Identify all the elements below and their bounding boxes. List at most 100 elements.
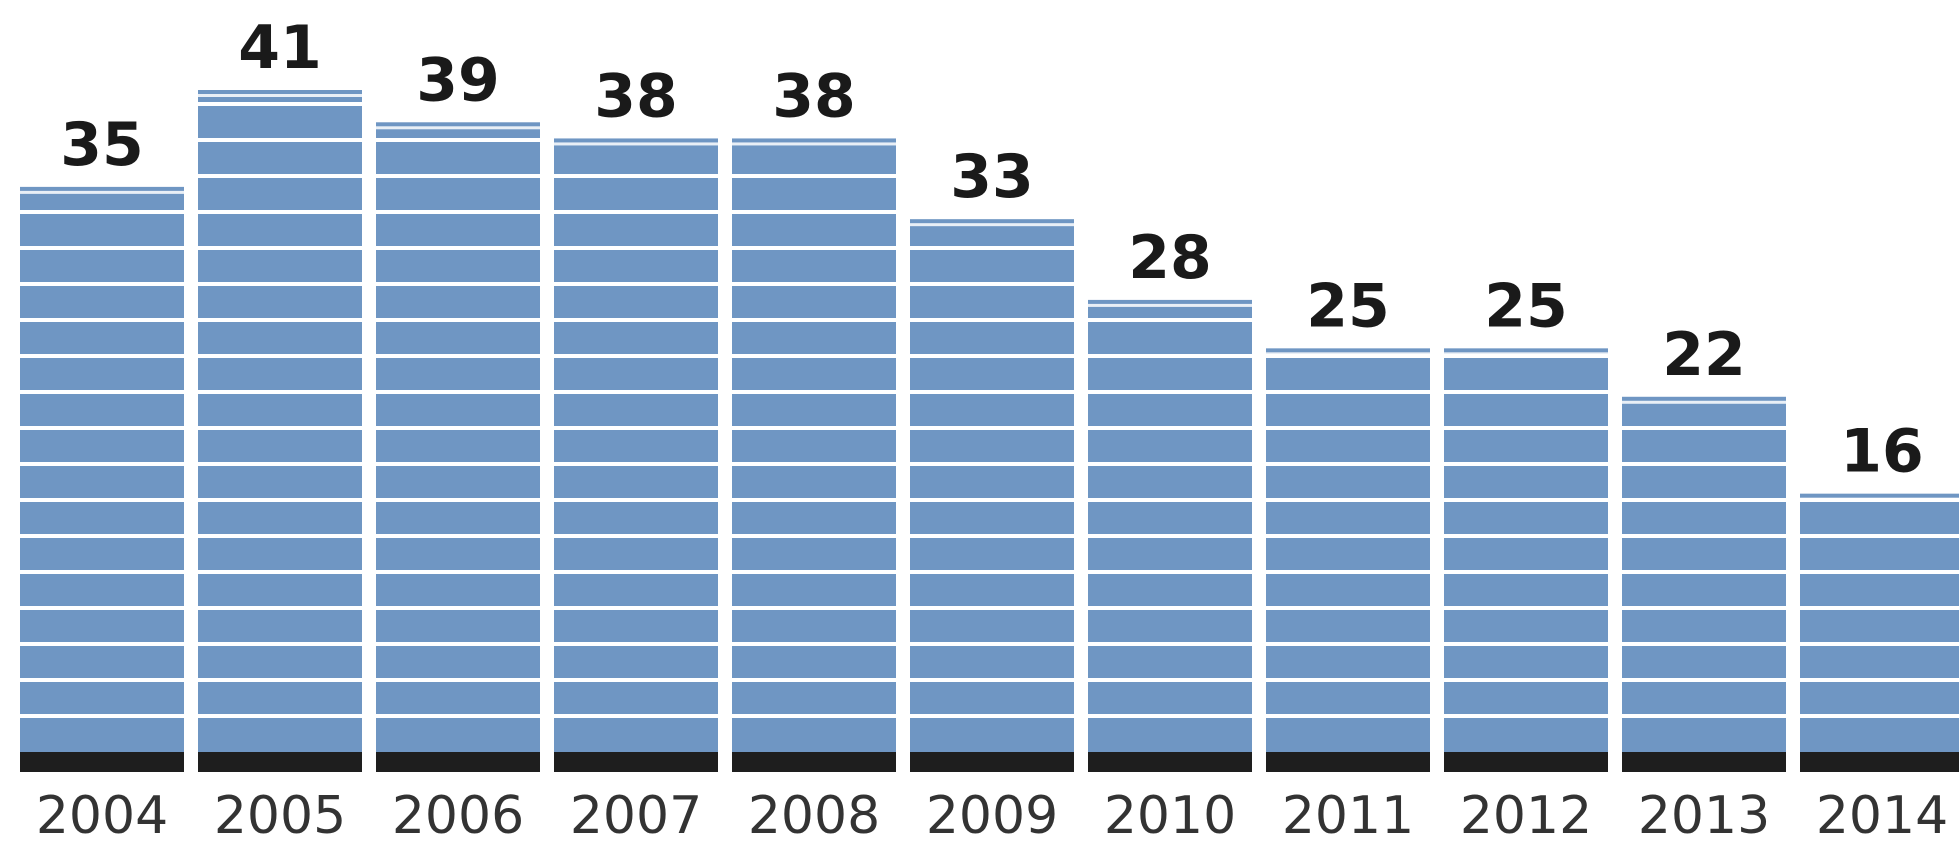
bar-stripe	[732, 174, 896, 178]
baseline-segment-2011	[1266, 752, 1430, 772]
bar-stripe	[1266, 498, 1430, 502]
bar-stripe	[732, 390, 896, 394]
bar-stripe	[1088, 570, 1252, 574]
value-label-2011: 25	[1306, 271, 1390, 341]
bar-stripe	[1088, 678, 1252, 682]
bar-stripe	[376, 318, 540, 322]
bar-stripe	[732, 498, 896, 502]
tick-label-2010: 2010	[1104, 786, 1236, 842]
bar-stripe	[20, 714, 184, 718]
value-label-2004: 35	[60, 110, 144, 180]
bar-stripe	[732, 678, 896, 682]
bar-stripe	[198, 462, 362, 466]
bar-stripe	[554, 714, 718, 718]
bar-stripe	[1622, 426, 1786, 430]
bar-stripe	[1266, 354, 1430, 358]
bar-fill	[20, 186, 184, 752]
bar-stripe	[20, 570, 184, 574]
bar-stripe	[1088, 462, 1252, 466]
bar-fill	[1088, 299, 1252, 752]
bar-stripe	[910, 498, 1074, 502]
bar-top-stripe	[554, 142, 718, 146]
bar-stripe	[1444, 714, 1608, 718]
baseline-segment-2007	[554, 752, 718, 772]
bar-stripe	[1444, 534, 1608, 538]
bar-stripe	[20, 354, 184, 358]
bar-2007	[554, 138, 718, 752]
tick-label-2007: 2007	[570, 786, 702, 842]
bar-stripe	[198, 354, 362, 358]
bar-stripe	[376, 426, 540, 430]
bar-stripe	[198, 570, 362, 574]
bar-stripe	[1800, 678, 1959, 682]
bar-top-stripe	[1088, 303, 1252, 307]
value-label-2009: 33	[950, 142, 1034, 212]
bar-stripe	[1622, 462, 1786, 466]
bar-stripe	[20, 246, 184, 250]
bar-stripe	[1444, 462, 1608, 466]
bar-stripe	[910, 354, 1074, 358]
bar-stripe	[732, 462, 896, 466]
bar-stripe	[732, 426, 896, 430]
bar-stripe	[198, 714, 362, 718]
bar-stripe	[1800, 606, 1959, 610]
bar-stripe	[1088, 426, 1252, 430]
bar-stripe	[376, 714, 540, 718]
bar-stripe	[732, 534, 896, 538]
bar-stripe	[376, 570, 540, 574]
bar-stripe	[198, 642, 362, 646]
bar-stripe	[376, 282, 540, 286]
bar-stripe	[1088, 354, 1252, 358]
bar-stripe	[198, 498, 362, 502]
value-labels: 35 41 39 38 38 33 28 25 25 22 16	[60, 13, 1924, 487]
bar-stripe	[554, 210, 718, 214]
bar-stripe	[376, 534, 540, 538]
bar-stripe	[1622, 606, 1786, 610]
bar-stripe	[732, 642, 896, 646]
value-label-2005: 41	[238, 13, 322, 83]
bar-stripe	[910, 570, 1074, 574]
bar-stripe	[732, 210, 896, 214]
bar-stripe	[554, 642, 718, 646]
bar-stripe	[1266, 678, 1430, 682]
bar-stripe	[1266, 570, 1430, 574]
baseline-segment-2014	[1800, 752, 1959, 772]
bar-stripe	[376, 642, 540, 646]
bar-stripe	[1266, 714, 1430, 718]
bar-top-stripe	[910, 223, 1074, 227]
bar-top-stripe	[732, 142, 896, 146]
bar-stripe	[910, 678, 1074, 682]
bar-stripe	[198, 102, 362, 106]
bar-stripe	[1444, 390, 1608, 394]
bar-stripe	[20, 462, 184, 466]
tick-label-2012: 2012	[1460, 786, 1592, 842]
baseline-segment-2013	[1622, 752, 1786, 772]
tick-label-2011: 2011	[1282, 786, 1414, 842]
bar-stripe	[1800, 642, 1959, 646]
bar-stripe	[910, 534, 1074, 538]
bar-2014	[1800, 493, 1959, 752]
bar-stripe	[20, 318, 184, 322]
bar-stripe	[1266, 642, 1430, 646]
bar-stripe	[198, 210, 362, 214]
bar-2009	[910, 219, 1074, 753]
bar-stripe	[1266, 390, 1430, 394]
bar-stripe	[1622, 570, 1786, 574]
tick-label-2008: 2008	[748, 786, 880, 842]
bar-2012	[1444, 348, 1608, 752]
bar-stripe	[732, 246, 896, 250]
bar-stripe	[1266, 534, 1430, 538]
value-label-2013: 22	[1662, 320, 1746, 390]
value-label-2014: 16	[1840, 417, 1924, 487]
bar-stripe	[20, 426, 184, 430]
tick-label-2014: 2014	[1816, 786, 1948, 842]
bar-stripe	[198, 678, 362, 682]
value-label-2008: 38	[772, 61, 856, 131]
bar-stripe	[20, 210, 184, 214]
bar-fill	[376, 122, 540, 753]
bar-stripe	[198, 318, 362, 322]
bar-stripe	[376, 678, 540, 682]
bar-stripe	[1800, 570, 1959, 574]
bar-stripe	[554, 174, 718, 178]
tick-label-2005: 2005	[214, 786, 346, 842]
